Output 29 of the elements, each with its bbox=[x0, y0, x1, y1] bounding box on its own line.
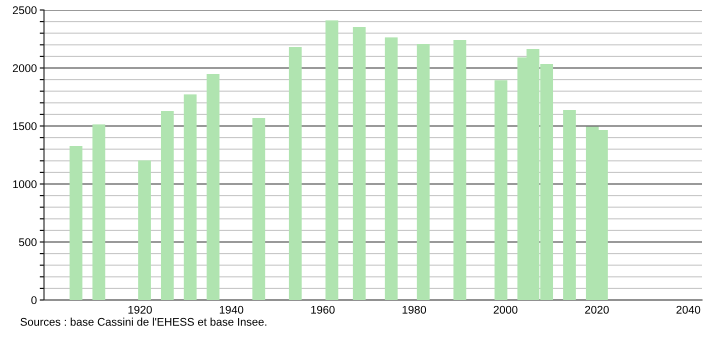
bar bbox=[416, 44, 430, 300]
bar bbox=[92, 124, 106, 300]
y-tick-label: 2500 bbox=[12, 6, 37, 14]
bar bbox=[184, 94, 197, 300]
source-note: Sources : base Cassini de l'EHESS et base Insee. bbox=[20, 318, 266, 326]
bar bbox=[494, 80, 508, 300]
y-tick-label: 1000 bbox=[13, 180, 37, 188]
bar bbox=[206, 74, 220, 300]
y-tick-label: 500 bbox=[18, 238, 37, 246]
x-tick-label: 1980 bbox=[402, 306, 426, 314]
x-tick-label: 1960 bbox=[311, 306, 335, 314]
y-tick-label: 2000 bbox=[12, 64, 37, 72]
bar bbox=[138, 160, 151, 300]
x-tick-label: 2000 bbox=[494, 306, 518, 314]
bar bbox=[252, 118, 266, 300]
bar bbox=[160, 111, 174, 300]
y-tick-label: 1500 bbox=[13, 122, 37, 130]
x-tick-label: 2020 bbox=[585, 306, 609, 314]
bar bbox=[453, 40, 466, 300]
bar bbox=[384, 37, 398, 300]
bar bbox=[288, 47, 302, 300]
x-tick-label: 2040 bbox=[676, 306, 700, 314]
bar bbox=[70, 146, 82, 300]
bar bbox=[352, 27, 366, 300]
x-tick-label: 1940 bbox=[220, 306, 244, 314]
bar bbox=[325, 20, 338, 300]
y-tick-label: 0 bbox=[31, 296, 37, 304]
x-tick-label: 1920 bbox=[128, 306, 152, 314]
bar bbox=[563, 110, 576, 300]
